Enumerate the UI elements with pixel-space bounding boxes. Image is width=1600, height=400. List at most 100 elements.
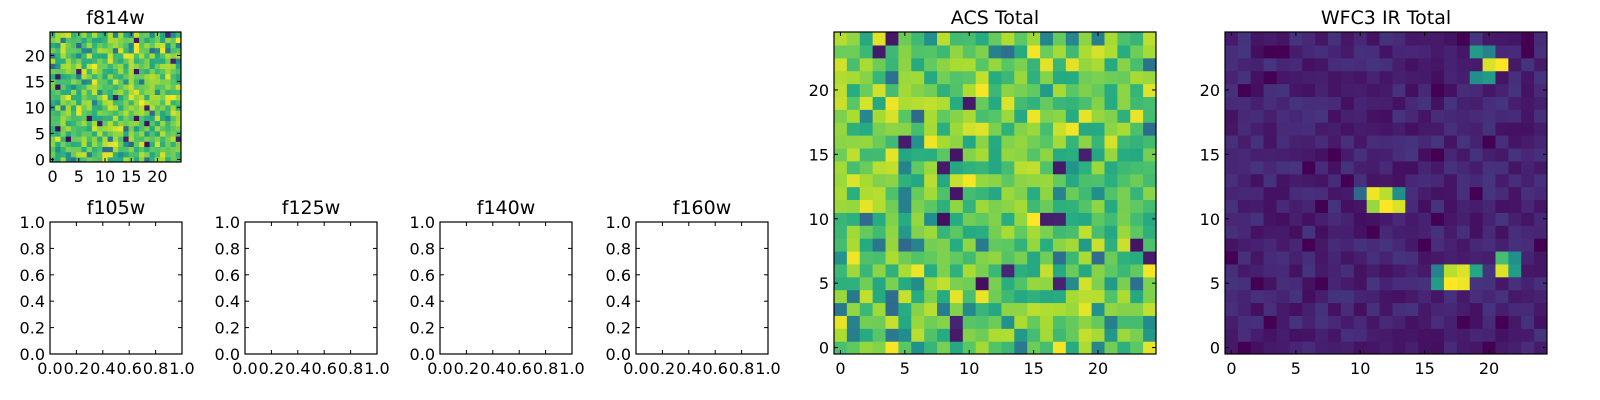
heatmap-cell: [1340, 328, 1355, 342]
heatmap-cell: [962, 83, 977, 97]
heatmap-cell: [50, 37, 56, 43]
y-tick-label: 0.8: [410, 239, 435, 258]
heatmap-cell: [885, 44, 899, 59]
heatmap-cell: [160, 136, 166, 142]
heatmap-cell: [911, 57, 925, 72]
heatmap-cell: [1469, 32, 1484, 46]
heatmap-cell: [65, 32, 72, 38]
heatmap-cell: [1276, 109, 1290, 123]
heatmap-cell: [1366, 122, 1381, 136]
heatmap-cell: [1237, 83, 1252, 97]
heatmap-cell: [1405, 186, 1419, 201]
heatmap-cell: [1263, 122, 1278, 136]
y-tick-label: 15: [809, 145, 829, 164]
heatmap-cell: [1289, 289, 1303, 304]
heatmap-cell: [911, 109, 925, 123]
heatmap-cell: [1263, 276, 1278, 291]
heatmap-cell: [1225, 302, 1239, 316]
heatmap-cell: [55, 120, 62, 127]
heatmap-cell: [1143, 341, 1156, 354]
heatmap-cell: [1052, 122, 1067, 136]
heatmap-cell: [1263, 315, 1278, 329]
heatmap-cell: [1001, 250, 1015, 265]
heatmap-cell: [1001, 276, 1015, 291]
heatmap-cell: [949, 135, 964, 149]
heatmap-cell: [1130, 70, 1144, 85]
heatmap-cell: [160, 52, 166, 59]
heatmap-cell: [885, 135, 899, 149]
heatmap-cell: [1379, 302, 1394, 316]
heatmap-cell: [1104, 109, 1118, 123]
heatmap-cell: [175, 94, 181, 101]
heatmap-cell: [70, 141, 77, 147]
heatmap-cell: [175, 68, 181, 75]
heatmap-cell: [1521, 135, 1535, 149]
heatmap-cell: [1508, 70, 1522, 85]
heatmap-cell: [1456, 44, 1471, 59]
y-tick-label: 10: [25, 98, 45, 117]
heatmap-cell: [988, 160, 1003, 175]
heatmap-cell: [175, 32, 181, 38]
heatmap-cell: [112, 58, 119, 64]
heatmap-cell: [1328, 225, 1342, 239]
heatmap-cell: [834, 250, 848, 265]
heatmap-cell: [988, 250, 1003, 265]
heatmap-cell: [924, 147, 938, 162]
heatmap-cell: [1130, 225, 1144, 239]
heatmap-cell: [859, 70, 874, 85]
heatmap-cell: [1418, 315, 1432, 329]
heatmap-cell: [988, 173, 1003, 188]
heatmap-cell: [86, 32, 93, 38]
heatmap-cell: [937, 250, 951, 265]
heatmap-cell: [1340, 199, 1355, 213]
heatmap-cell: [1315, 212, 1329, 226]
heatmap-cell: [133, 68, 140, 75]
heatmap-cell: [1353, 289, 1368, 304]
heatmap-cell: [144, 68, 151, 75]
heatmap-cell: [1065, 341, 1080, 354]
heatmap-cell: [885, 289, 899, 304]
heatmap-cell: [60, 94, 67, 101]
heatmap-cell: [1508, 315, 1522, 329]
heatmap-cell: [1237, 212, 1252, 226]
heatmap-cell: [1289, 135, 1303, 149]
y-tick-label: 0.2: [215, 319, 240, 338]
heatmap-cell: [107, 58, 114, 64]
heatmap-cell: [1001, 173, 1015, 188]
y-tick-label: 0.0: [410, 345, 435, 364]
heatmap-cell: [1534, 225, 1547, 239]
heatmap-cell: [1250, 341, 1265, 354]
heatmap-cell: [975, 289, 990, 304]
heatmap-cell: [133, 37, 140, 43]
heatmap-cell: [60, 125, 67, 132]
heatmap-cell: [1315, 44, 1329, 59]
heatmap-cell: [911, 328, 925, 342]
heatmap-cell: [60, 99, 67, 106]
y-tick-label: 0.2: [20, 319, 45, 338]
heatmap-cell: [834, 341, 848, 354]
heatmap-cell: [1366, 96, 1381, 110]
heatmap-cell: [123, 52, 130, 59]
heatmap-cell: [1431, 44, 1445, 59]
heatmap-cell: [859, 199, 874, 213]
heatmap-cell: [97, 78, 103, 85]
heatmap-cell: [1130, 341, 1144, 354]
heatmap-cell: [160, 58, 166, 64]
heatmap-cell: [128, 120, 135, 127]
heatmap-cell: [846, 44, 861, 59]
heatmap-cell: [988, 122, 1003, 136]
heatmap-cell: [165, 89, 172, 95]
heatmap-cell: [962, 160, 977, 175]
heatmap-cell: [1276, 83, 1290, 97]
heatmap-cell: [1040, 315, 1054, 329]
heatmap-cell: [834, 57, 848, 72]
heatmap-cell: [911, 250, 925, 265]
heatmap-cell: [1263, 199, 1278, 213]
heatmap-cell: [102, 58, 109, 64]
heatmap-cell: [949, 32, 964, 46]
heatmap-cell: [149, 130, 156, 137]
heatmap-cell: [1443, 57, 1458, 72]
heatmap-cell: [1052, 173, 1067, 188]
heatmap-cell: [60, 42, 67, 49]
heatmap-cell: [102, 151, 109, 158]
